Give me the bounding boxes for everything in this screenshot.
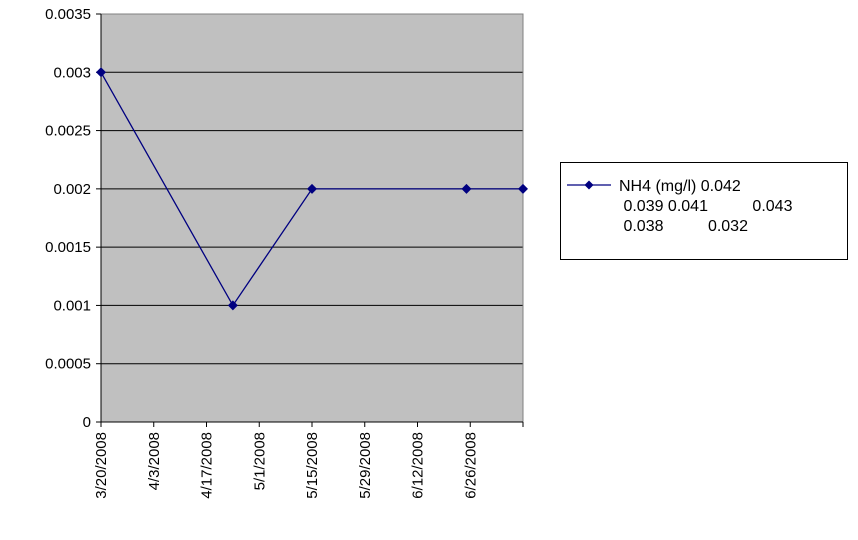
x-tick-label: 3/20/2008 <box>93 432 110 499</box>
x-tick-label: 5/1/2008 <box>251 432 268 490</box>
y-tick-label: 0 <box>83 414 91 431</box>
x-axis-ticks: 3/20/2008 4/3/2008 4/17/2008 5/1/2008 5/15/2… <box>93 422 524 499</box>
x-tick-label: 5/29/2008 <box>357 432 374 499</box>
y-tick-label: 0.002 <box>53 181 91 198</box>
y-tick-label: 0.0025 <box>45 123 91 140</box>
data-point <box>227 300 238 311</box>
y-tick-label: 0.0005 <box>45 356 91 373</box>
x-tick-label: 5/15/2008 <box>304 432 321 499</box>
legend-series-symbol <box>567 180 611 190</box>
plot-area <box>101 14 523 422</box>
x-tick-label: 6/26/2008 <box>462 432 479 499</box>
legend-series-label: NH4 (mg/l) 0.042 0.039 0.041 0.043 0.038… <box>619 178 793 235</box>
y-tick-label: 0.003 <box>53 64 91 81</box>
x-tick-label: 6/12/2008 <box>410 432 427 499</box>
y-tick-label: 0.0035 <box>45 6 91 23</box>
y-axis-ticks: 0 0.0005 0.001 0.0015 0.002 0.0025 0.003 0.0035 <box>45 6 101 431</box>
data-point <box>461 183 472 194</box>
data-point <box>96 67 106 78</box>
y-tick-label: 0.001 <box>53 297 91 314</box>
x-tick-label: 4/3/2008 <box>146 432 163 490</box>
series-layer <box>96 67 528 311</box>
data-point <box>518 183 528 194</box>
data-point <box>307 183 317 194</box>
y-tick-label: 0.0015 <box>45 239 91 256</box>
legend: NH4 (mg/l) 0.042 0.039 0.041 0.043 0.038… <box>560 162 848 260</box>
x-tick-label: 4/17/2008 <box>199 432 216 499</box>
